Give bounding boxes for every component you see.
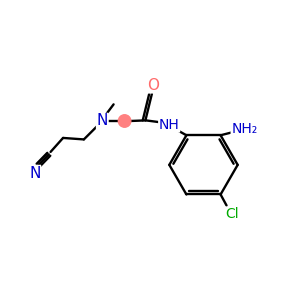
- Circle shape: [118, 115, 131, 127]
- Text: NH: NH: [159, 118, 179, 132]
- Text: Cl: Cl: [225, 207, 238, 221]
- Text: O: O: [147, 78, 159, 93]
- Text: N: N: [29, 166, 40, 181]
- Text: N: N: [97, 113, 108, 128]
- Text: NH₂: NH₂: [231, 122, 257, 136]
